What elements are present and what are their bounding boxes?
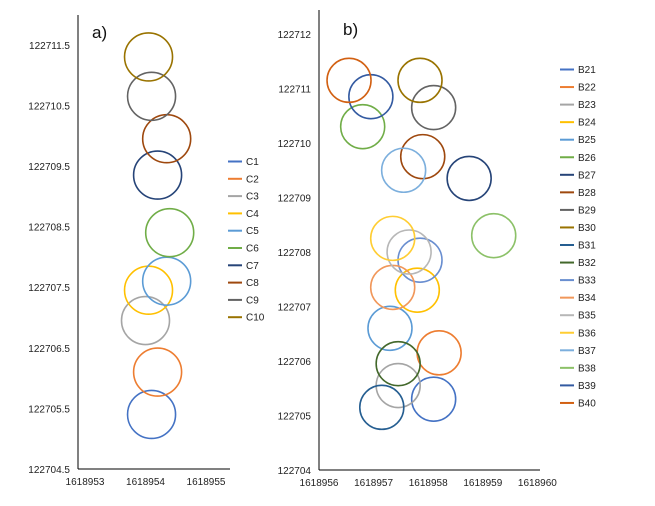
panel-b-x-tick-label: 1618959 [463, 478, 502, 489]
circle-c3 [120, 295, 171, 346]
legend-label-b21: B21 [578, 65, 596, 76]
panel-a-y-tick-label: 122706.5 [28, 344, 70, 355]
legend-label-b30: B30 [578, 223, 596, 234]
legend-label-b34: B34 [578, 293, 596, 304]
circle-b26 [339, 103, 386, 150]
legend-label-b35: B35 [578, 311, 596, 322]
panel-b-legend: B21 B22 B23 B24 B25 B26 B27 B28 B29 B30 B31 B32 B33 B… [560, 65, 596, 409]
panel-b-x-ticks: 1618956 1618957 1618958 1618959 1618960 [300, 478, 558, 489]
legend-label-b24: B24 [578, 118, 596, 129]
legend-label-b25: B25 [578, 135, 596, 146]
circle-b21 [410, 376, 457, 422]
panel-b-circles [326, 57, 517, 431]
circle-b30 [397, 57, 443, 104]
panel-a-y-tick-label: 122705.5 [28, 404, 70, 415]
legend-label-c9: C9 [246, 295, 259, 306]
panel-b-y-tick-label: 122711 [278, 85, 311, 96]
legend-label-c1: C1 [246, 157, 259, 168]
panel-b: b) 1227041227051227061227071227081227091… [278, 10, 596, 489]
circle-b33 [397, 237, 443, 283]
panel-a-y-tick-label: 122707.5 [28, 283, 70, 294]
panel-a-y-tick-label: 122710.5 [28, 101, 70, 112]
legend-label-c3: C3 [246, 192, 259, 203]
panel-b-x-tick-label: 1618957 [354, 478, 393, 489]
legend-label-c10: C10 [246, 313, 265, 324]
circle-b27 [446, 155, 492, 202]
legend-label-c7: C7 [246, 261, 259, 272]
panel-b-x-tick-label: 1618956 [300, 478, 339, 489]
legend-label-b27: B27 [578, 170, 596, 181]
panel-a-x-tick-label: 1618953 [66, 477, 105, 488]
panel-a-y-tick-label: 122708.5 [28, 223, 70, 234]
panel-b-y-tick-label: 122709 [278, 194, 312, 205]
panel-b-y-tick-label: 122705 [278, 412, 312, 423]
legend-label-b39: B39 [578, 381, 596, 392]
circle-b29 [410, 84, 457, 131]
circle-b40 [326, 57, 372, 104]
legend-label-b36: B36 [578, 328, 596, 339]
panel-b-label: b) [343, 20, 358, 39]
circle-b32 [375, 340, 421, 387]
panel-b-y-ticks: 122704 122705 122706 122707 122708 122709 1227… [278, 30, 312, 477]
panel-b-y-tick-label: 122707 [278, 303, 312, 314]
panel-a-x-tick-label: 1618955 [187, 477, 226, 488]
panel-a-legend: C1 C2 C3 C4 C5 C6 C7 C8 C9 C10 [228, 157, 265, 324]
legend-label-c6: C6 [246, 244, 259, 255]
legend-label-b22: B22 [578, 83, 596, 94]
panel-a-x-tick-label: 1618954 [126, 477, 165, 488]
circle-c4 [123, 265, 174, 316]
circle-b24 [394, 267, 441, 313]
panel-b-y-tick-label: 122706 [278, 357, 312, 368]
panel-a-circles [120, 32, 195, 440]
circle-b36 [369, 215, 416, 262]
circle-c10 [123, 32, 174, 82]
circle-b37 [380, 147, 427, 194]
panel-b-y-tick-label: 122708 [278, 248, 312, 259]
legend-label-b32: B32 [578, 258, 596, 269]
legend-label-b38: B38 [578, 363, 596, 374]
circle-c8 [141, 113, 192, 164]
circle-b31 [358, 384, 405, 431]
circle-b35 [386, 229, 432, 275]
panel-b-y-tick-label: 122710 [278, 139, 312, 150]
panel-a-y-ticks: 122704.5 122705.5 122706.5 122707.5 122708.5… [28, 41, 70, 476]
panel-a: a) 122704.5122705.5122706.5122707.512270… [28, 15, 265, 488]
circle-b28 [399, 133, 446, 180]
legend-label-b33: B33 [578, 276, 596, 287]
legend-label-c5: C5 [246, 226, 259, 237]
panel-a-y-tick-label: 122704.5 [28, 465, 70, 476]
panel-a-x-ticks: 1618953 1618954 1618955 [66, 477, 226, 488]
circle-b25 [367, 305, 413, 352]
legend-label-b40: B40 [578, 398, 596, 409]
legend-label-c2: C2 [246, 174, 259, 185]
circle-b34 [369, 264, 416, 311]
legend-label-b29: B29 [578, 205, 596, 216]
legend-label-c8: C8 [246, 278, 259, 289]
circle-c2 [132, 347, 183, 397]
legend-label-b31: B31 [578, 241, 596, 252]
circle-c7 [132, 150, 183, 200]
legend-label-b28: B28 [578, 188, 596, 199]
circle-c1 [126, 389, 177, 440]
panel-b-x-tick-label: 1618958 [409, 478, 448, 489]
circle-c9 [126, 71, 177, 122]
panel-b-y-tick-label: 122712 [278, 30, 312, 41]
legend-label-b23: B23 [578, 100, 596, 111]
legend-label-c4: C4 [246, 209, 259, 220]
panel-b-x-tick-label: 1618960 [518, 478, 557, 489]
circle-b22 [416, 330, 462, 376]
panel-b-y-tick-label: 122704 [278, 466, 312, 477]
circle-b38 [470, 212, 517, 259]
legend-label-b37: B37 [578, 346, 596, 357]
panel-a-y-tick-label: 122711.5 [29, 41, 70, 52]
legend-label-b26: B26 [578, 153, 596, 164]
circle-c6 [144, 207, 195, 258]
circle-c5 [141, 256, 192, 306]
panel-a-label: a) [92, 23, 107, 42]
panel-a-y-tick-label: 122709.5 [28, 162, 70, 173]
